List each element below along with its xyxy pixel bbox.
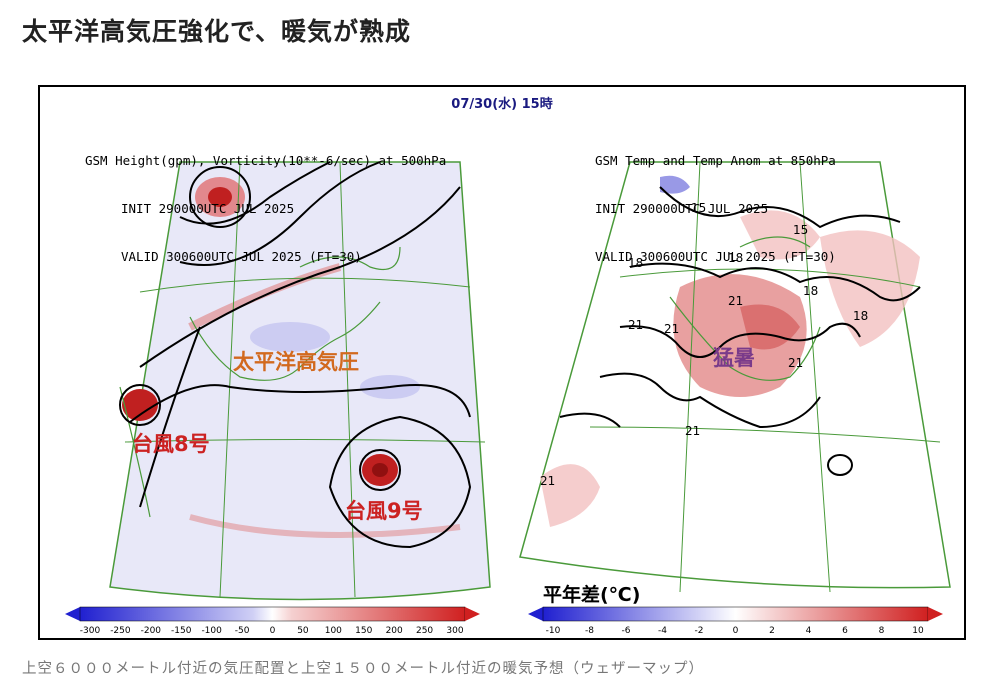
colorbar-tick-label: -150 [171, 626, 192, 636]
contour-label: 18 [628, 256, 643, 270]
contour-label: 21 [685, 424, 700, 438]
colorbar-tick-label: 10 [912, 626, 924, 636]
colorbar-tick-label: 200 [386, 626, 403, 636]
colorbar-tick-label: 50 [297, 626, 309, 636]
right-panel-title: GSM Temp and Temp Anom at 850hPa INIT 29… [595, 153, 836, 264]
colorbar-tick-label: 8 [879, 626, 885, 636]
anomaly-title: 平年差(℃) [543, 584, 641, 606]
colorbar-tick-label: -300 [80, 626, 101, 636]
page-headline: 太平洋高気圧強化で、暖気が熟成 [22, 17, 412, 46]
contour-label: 21 [664, 322, 679, 336]
colorbar-tick-label: 300 [446, 626, 463, 636]
weather-map-figure: 07/30(水) 15時 [38, 85, 966, 640]
colorbar-tick-label: -6 [622, 626, 631, 636]
colorbar-tick-label: 250 [416, 626, 433, 636]
colorbar-tick-label: -50 [235, 626, 250, 636]
right-colorbar: -10 -8 -6 -4 -2 0 2 4 6 8 10 [528, 606, 943, 636]
heat-label: 猛暑 [713, 346, 755, 370]
colorbar-tick-label: 150 [355, 626, 372, 636]
contour-label: 18 [853, 309, 868, 323]
contour-label: 18 [803, 284, 818, 298]
image-caption: 上空６０００メートル付近の気圧配置と上空１５００メートル付近の暖気予想（ウェザー… [22, 661, 704, 677]
colorbar-tick-label: 4 [806, 626, 812, 636]
colorbar-tick-label: -250 [110, 626, 131, 636]
colorbar-tick-label: -200 [141, 626, 162, 636]
colorbar-tick-label: -2 [695, 626, 704, 636]
colorbar-tick-label: -10 [546, 626, 561, 636]
left-colorbar: -300 -250 -200 -150 -100 -50 0 50 100 150 200 250 30… [65, 606, 480, 636]
typhoon8-label: 台風8号 [132, 432, 210, 456]
colorbar-tick-label: 0 [733, 626, 739, 636]
contour-label: 15 [793, 223, 808, 237]
colorbar-tick-label: -100 [201, 626, 222, 636]
colorbar-tick-label: 0 [270, 626, 276, 636]
contour-label: 21 [788, 356, 803, 370]
colorbar-tick-label: -8 [585, 626, 594, 636]
typhoon9-label: 台風9号 [345, 499, 423, 523]
left-map [109, 161, 491, 601]
contour-label: 21 [540, 474, 555, 488]
contour-label: 15 [691, 201, 706, 215]
contour-label: 21 [728, 294, 743, 308]
colorbar-tick-label: -4 [658, 626, 667, 636]
colorbar-tick-label: 2 [769, 626, 775, 636]
map-graphics: 15 15 18 18 18 18 21 21 21 21 21 21 -300… [65, 161, 951, 636]
contour-label: 18 [728, 251, 743, 265]
right-map: 15 15 18 18 18 18 21 21 21 21 21 21 [519, 161, 951, 593]
colorbar-tick-label: 6 [842, 626, 848, 636]
valid-time-label: 07/30(水) 15時 [451, 97, 553, 112]
colorbar-tick-label: 100 [325, 626, 342, 636]
left-panel-title: GSM Height(gpm), Vorticity(10**-6/sec) a… [85, 153, 447, 264]
contour-label: 21 [628, 318, 643, 332]
pacific-high-label: 太平洋高気圧 [233, 350, 359, 374]
